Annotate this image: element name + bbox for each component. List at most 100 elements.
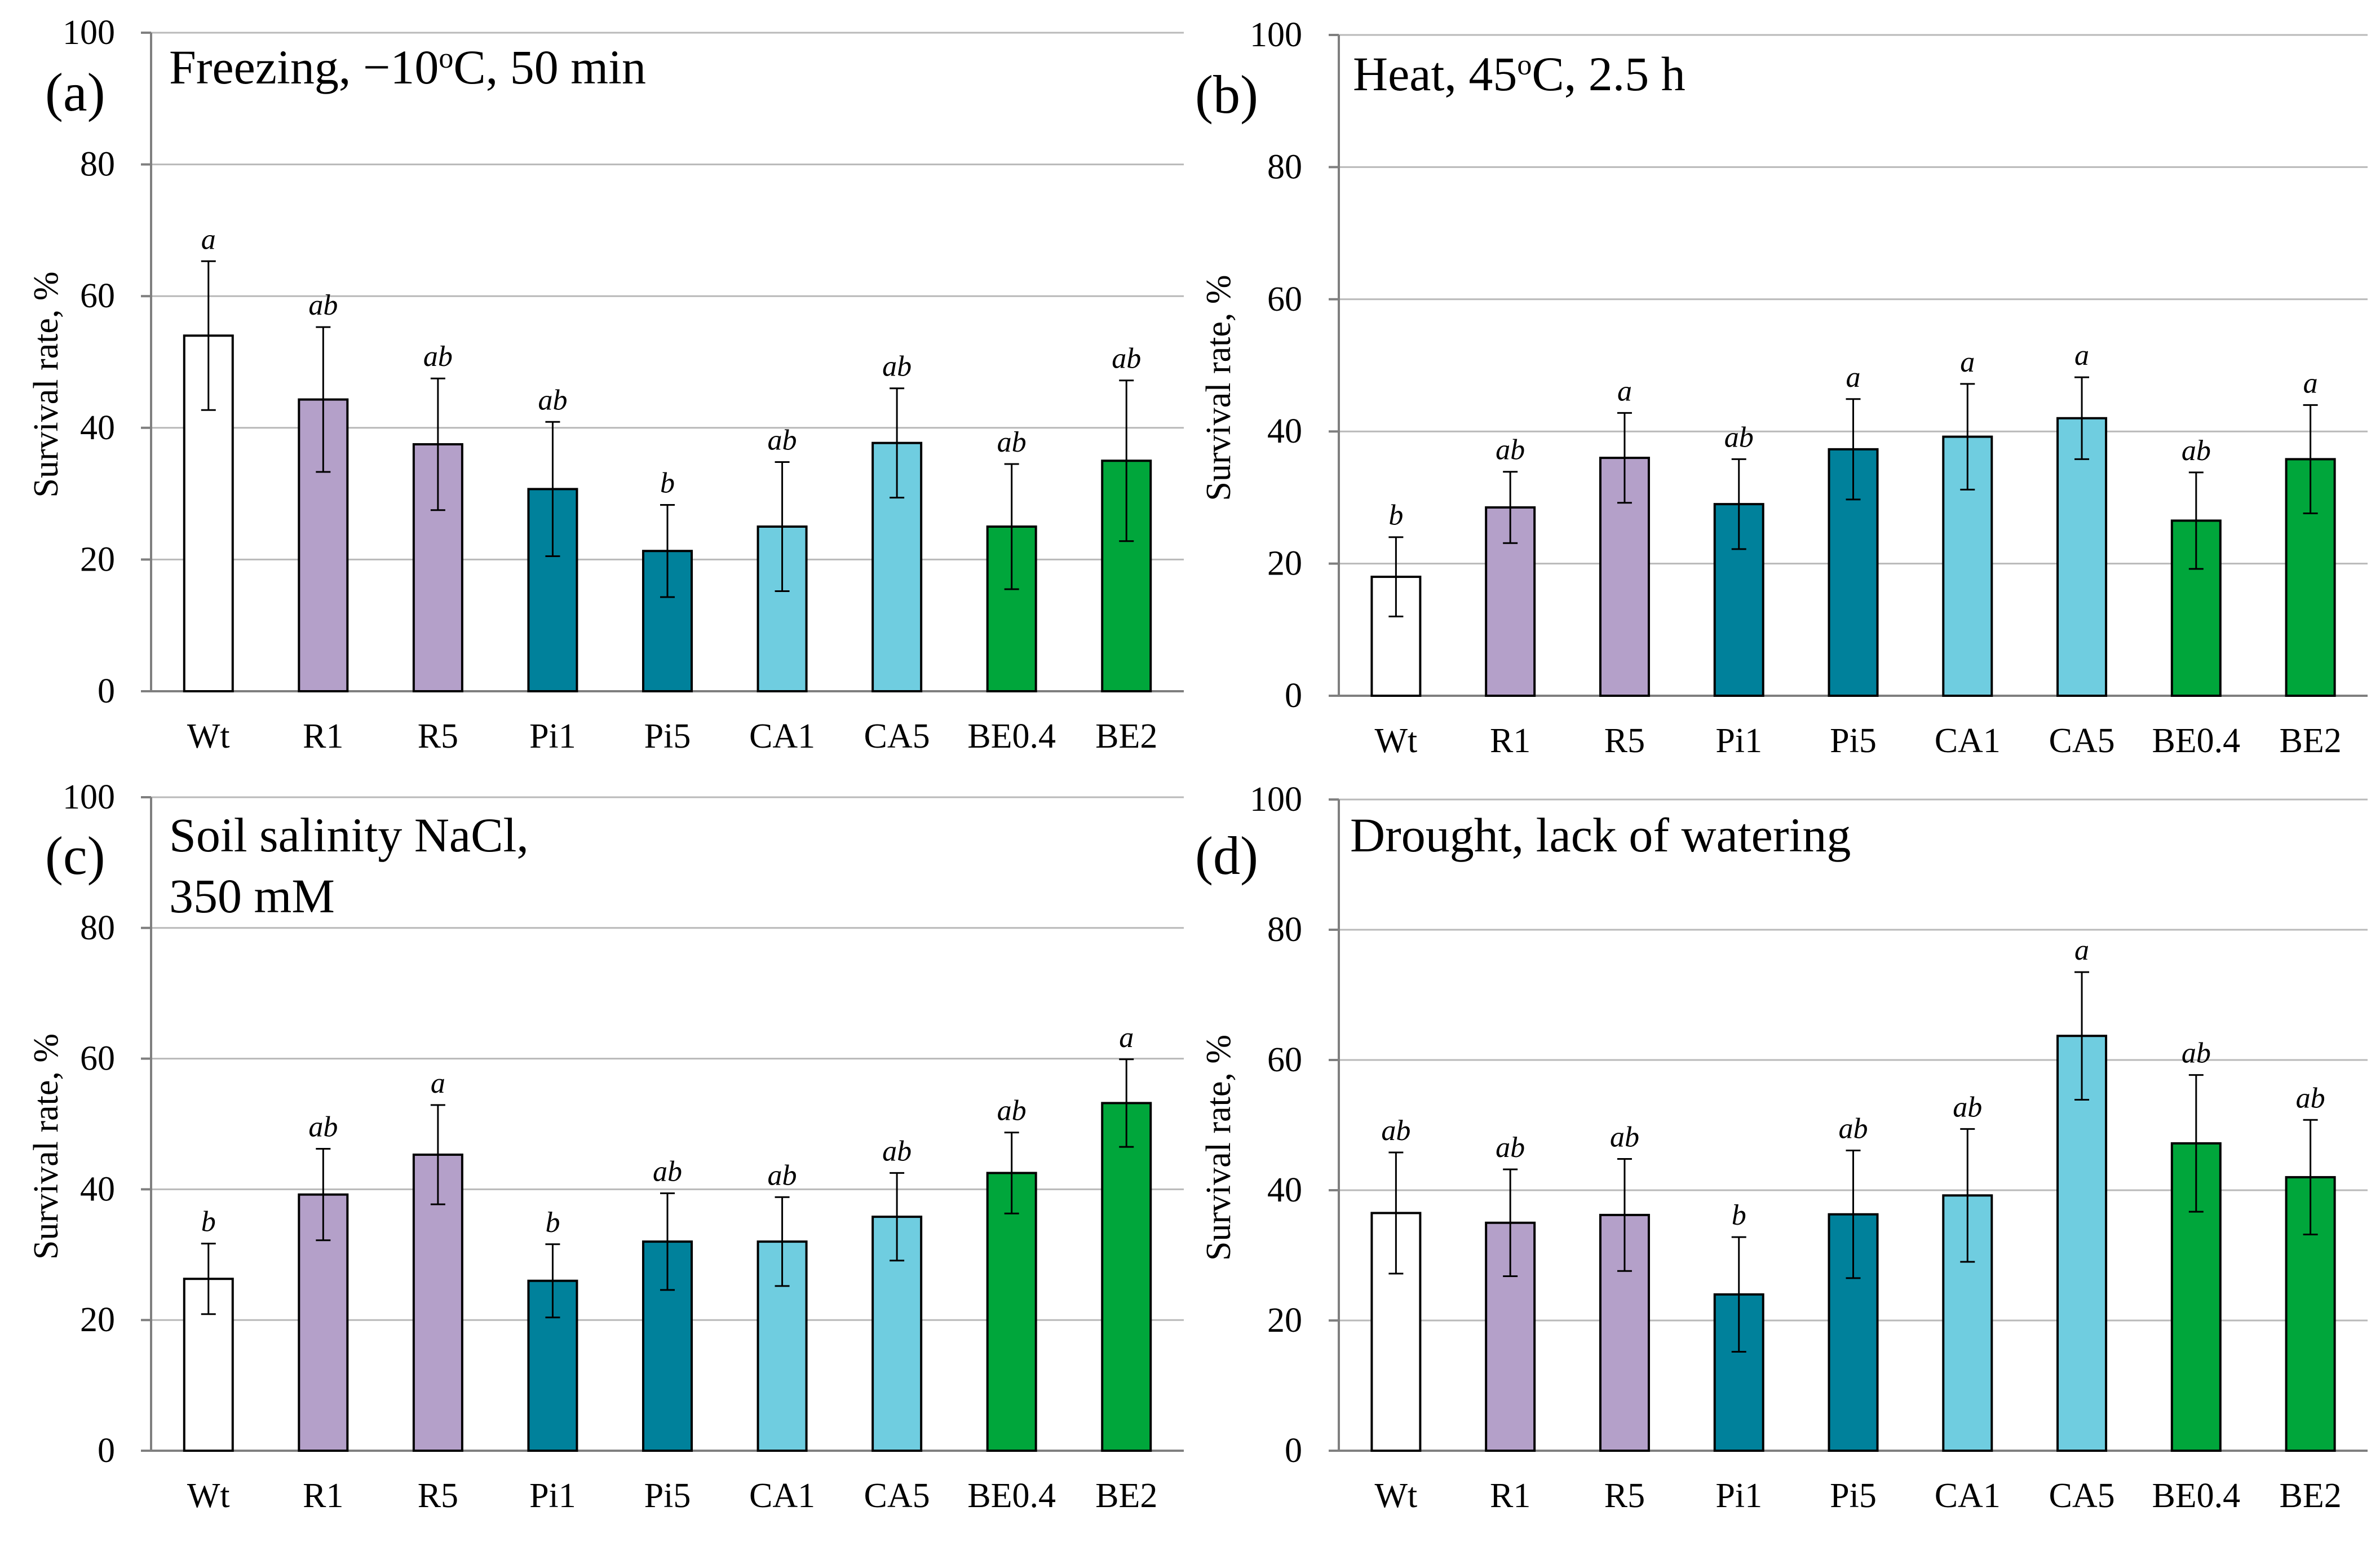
significance-label: a — [2074, 339, 2089, 372]
bar-Wt — [183, 334, 234, 692]
title-segment: 350 mM — [169, 869, 335, 923]
significance-label: ab — [423, 341, 453, 373]
y-tick-label: 60 — [1267, 280, 1302, 319]
bar-BE2 — [1101, 1102, 1152, 1452]
significance-label: ab — [1839, 1113, 1868, 1145]
x-tick-label: R5 — [418, 1477, 458, 1515]
chart-title: Drought, lack of watering — [1350, 808, 1851, 862]
y-tick-label: 20 — [1267, 545, 1302, 583]
significance-label: b — [1388, 500, 1403, 532]
chart-title: Soil salinity NaCl, — [169, 808, 529, 862]
significance-label: ab — [768, 1159, 797, 1191]
x-tick-label: Pi1 — [529, 1477, 576, 1515]
bar-BE0.4 — [986, 1172, 1037, 1452]
y-tick-label: 40 — [1267, 1171, 1302, 1209]
chart-title: Heat, 45oC, 2.5 h — [1353, 47, 1686, 101]
y-tick-label: 60 — [1267, 1041, 1302, 1079]
significance-label: ab — [653, 1155, 682, 1187]
significance-label: ab — [1381, 1115, 1410, 1147]
x-tick-label: Pi1 — [1715, 1477, 1762, 1515]
x-tick-label: CA1 — [749, 717, 815, 756]
significance-label: ab — [1112, 343, 1141, 375]
significance-label: a — [1617, 375, 1632, 407]
significance-label: ab — [1953, 1091, 1982, 1123]
bar-R5 — [1599, 457, 1650, 697]
y-tick-label: 0 — [1285, 1432, 1302, 1470]
x-tick-label: CA5 — [2049, 1477, 2114, 1515]
significance-label: ab — [538, 384, 567, 416]
panel-label: (c) — [45, 825, 105, 886]
x-tick-label: R5 — [1604, 722, 1645, 760]
significance-label: ab — [1610, 1121, 1639, 1154]
x-tick-label: Wt — [1375, 722, 1418, 760]
chart-title: Freezing, −10oC, 50 min — [169, 40, 646, 94]
title-segment: Heat, 45 — [1353, 47, 1517, 101]
y-tick-label: 60 — [80, 1040, 115, 1078]
x-tick-label: CA1 — [1935, 1477, 2001, 1515]
title-segment: o — [439, 42, 453, 74]
y-tick-label: 0 — [98, 672, 115, 710]
y-tick-label: 100 — [1250, 16, 1302, 54]
x-tick-label: R5 — [1604, 1477, 1645, 1515]
x-tick-label: CA1 — [1935, 722, 2001, 760]
chart-panel-3: 0 20 40 60 80 100 b Wt ab R1 a R5 b Pi1 ab Pi5 ab CA1 ab CA… — [27, 778, 1184, 1515]
x-tick-label: R1 — [1490, 1477, 1530, 1515]
panel-label: (d) — [1195, 825, 1258, 886]
panel-label: (b) — [1195, 64, 1258, 125]
title-segment: Soil salinity NaCl, — [169, 808, 529, 862]
y-tick-label: 40 — [80, 409, 115, 447]
significance-label: ab — [997, 426, 1027, 458]
significance-label: ab — [882, 351, 912, 383]
bar-CA5 — [2056, 1035, 2108, 1452]
x-tick-label: CA1 — [749, 1477, 815, 1515]
y-tick-label: 20 — [1267, 1301, 1302, 1340]
x-tick-label: BE0.4 — [967, 1477, 1056, 1515]
title-segment: Freezing, −10 — [169, 40, 439, 94]
significance-label: ab — [1724, 421, 1754, 453]
y-tick-label: 80 — [1267, 911, 1302, 949]
y-tick-label: 80 — [80, 145, 115, 184]
significance-label: b — [201, 1206, 216, 1238]
y-tick-label: 100 — [1250, 780, 1302, 819]
x-tick-label: BE2 — [2279, 1477, 2341, 1515]
x-tick-label: Wt — [1375, 1477, 1418, 1515]
x-tick-label: Pi5 — [1830, 1477, 1877, 1515]
significance-label: ab — [768, 425, 797, 457]
x-tick-label: CA5 — [864, 717, 930, 756]
y-tick-label: 20 — [80, 540, 115, 578]
x-tick-label: R5 — [418, 717, 458, 756]
significance-label: ab — [1496, 434, 1525, 466]
x-tick-label: R1 — [303, 717, 343, 756]
x-tick-label: BE0.4 — [2152, 1477, 2240, 1515]
y-tick-label: 40 — [80, 1170, 115, 1208]
y-axis-label: Survival rate, % — [27, 1033, 65, 1260]
significance-label: ab — [997, 1095, 1027, 1127]
significance-label: a — [1960, 346, 1975, 378]
chart-panel-2: 0 20 40 60 80 100 b Wt ab R1 a R5 ab Pi1 a Pi5 a CA1 a CA5 a… — [1195, 16, 2368, 760]
x-tick-label: R1 — [1490, 722, 1530, 760]
x-tick-label: Pi1 — [1715, 722, 1762, 760]
chart-panel-4: 0 20 40 60 80 100 ab Wt ab R1 ab R5 b Pi1 ab Pi5 ab CA1 a C… — [1195, 780, 2368, 1515]
x-tick-label: BE2 — [2279, 722, 2341, 760]
significance-label: ab — [2182, 435, 2211, 467]
y-tick-label: 80 — [1267, 148, 1302, 186]
x-tick-label: CA5 — [864, 1477, 930, 1515]
panel-label: (a) — [45, 62, 105, 122]
x-tick-label: BE2 — [1095, 717, 1157, 756]
y-tick-label: 100 — [63, 14, 115, 52]
title-segment: C, 2.5 h — [1532, 47, 1685, 101]
significance-label: a — [2303, 367, 2318, 399]
chart-panel-1: 0 20 40 60 80 100 a Wt ab R1 ab R5 ab Pi1 b Pi5 ab CA1 ab C… — [27, 14, 1184, 756]
x-tick-label: Pi5 — [644, 717, 691, 756]
x-tick-label: Pi5 — [1830, 722, 1877, 760]
x-tick-label: BE0.4 — [967, 717, 1056, 756]
y-tick-label: 100 — [63, 778, 115, 816]
y-tick-label: 60 — [80, 277, 115, 315]
x-tick-label: Wt — [187, 717, 230, 756]
y-axis-label: Survival rate, % — [1200, 1035, 1238, 1261]
y-tick-label: 0 — [1285, 677, 1302, 715]
significance-label: ab — [308, 1111, 338, 1143]
x-tick-label: Pi1 — [529, 717, 576, 756]
significance-label: ab — [2296, 1082, 2325, 1114]
